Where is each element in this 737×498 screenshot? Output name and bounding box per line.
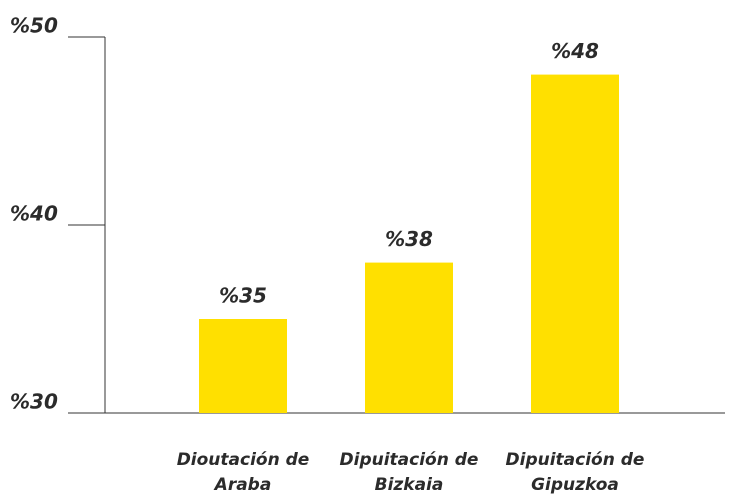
value-label: %35 [219, 284, 267, 308]
y-tick-label: %40 [10, 202, 58, 226]
bar [199, 319, 287, 413]
y-tick-label: %30 [10, 390, 58, 414]
x-tick-label: Dioutación de Araba [176, 450, 310, 495]
x-tick-label: Dipuitación de Bizkaia [339, 450, 479, 495]
y-tick-label: %50 [10, 14, 58, 38]
bar [531, 74, 619, 413]
bar [365, 262, 453, 413]
x-tick-label: Dipuitación de Gipuzkoa [505, 450, 645, 495]
value-label: %48 [551, 39, 599, 63]
value-label: %38 [385, 227, 433, 251]
